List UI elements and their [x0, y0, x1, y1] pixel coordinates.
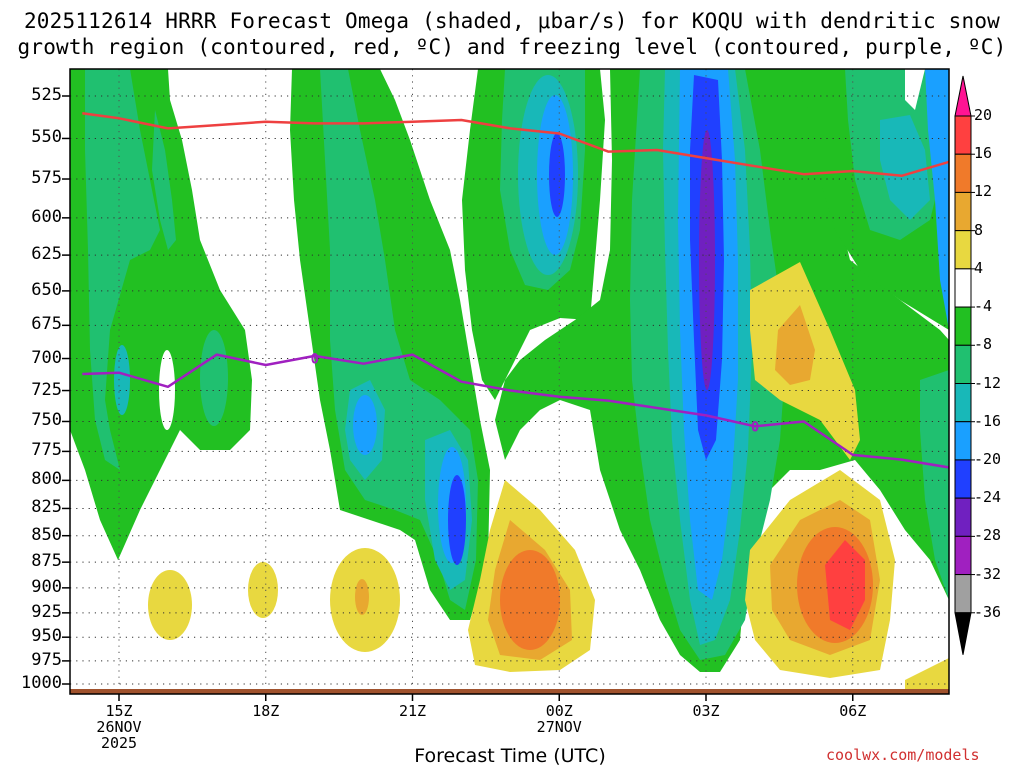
- omega-region-right-purple: [699, 130, 715, 390]
- omega-region-center-darkblue: [549, 133, 565, 217]
- colorbar-bin-10: [954, 459, 972, 499]
- x-tick-label-12: 03Z: [692, 702, 720, 720]
- y-tick-label-625: 625: [31, 244, 62, 265]
- colorbar-label-11: -28: [974, 526, 1002, 545]
- omega-region-pos-3-core: [355, 579, 369, 615]
- colorbar-label-3: 8: [974, 220, 984, 239]
- omega-region-pos-7: [905, 658, 949, 690]
- colorbar-label-5: -4: [974, 297, 993, 316]
- omega-region-left-cyan: [114, 345, 130, 415]
- x-axis-title: Forecast Time (UTC): [414, 745, 606, 767]
- x-tick-date-0: 26NOV: [96, 718, 142, 736]
- omega-region-pos-6-max: [825, 540, 865, 630]
- y-tick-label-1000: 1000: [21, 673, 62, 693]
- chart-title-line-1: 2025112614 HRRR Forecast Omega (shaded, …: [23, 9, 1001, 33]
- colorbar-bin-3: [954, 191, 972, 232]
- omega-region-left-teal: [85, 69, 160, 470]
- colorbar-bin-1: [954, 115, 972, 155]
- omega-region-mid-blue: [353, 395, 377, 455]
- y-tick-label-775: 775: [31, 440, 62, 461]
- y-tick-label-825: 825: [31, 497, 62, 518]
- x-tick-year-0: 2025: [100, 734, 138, 752]
- y-tick-label-875: 875: [31, 551, 62, 572]
- y-tick-label-525: 525: [31, 85, 62, 105]
- source-credit[interactable]: coolwx.com/models: [826, 746, 980, 764]
- freezing-level-label-1: 0: [751, 419, 759, 435]
- colorbar-label-12: -32: [974, 564, 1002, 583]
- contour-lines: 00: [82, 111, 949, 469]
- y-tick-label-750: 750: [31, 410, 62, 431]
- y-tick-label-600: 600: [31, 206, 62, 227]
- omega-shading: [70, 69, 949, 690]
- omega-region-far-right-gap: [905, 69, 925, 110]
- x-tick-label-15: 06Z: [839, 702, 867, 720]
- plot-frame: [69, 68, 950, 695]
- y-tick-label-725: 725: [31, 379, 62, 400]
- axis-ticks: [62, 95, 854, 701]
- colorbar-bin-11: [954, 497, 972, 537]
- colorbar-label-8: -16: [974, 411, 1002, 430]
- colorbar-label-6: -8: [974, 335, 993, 354]
- y-tick-label-900: 900: [31, 576, 62, 597]
- colorbar-bin-9: [954, 421, 972, 461]
- colorbar-top-triangle: [954, 75, 972, 117]
- omega-region-mid-darkblue: [448, 475, 466, 565]
- omega-region-left-gap: [159, 350, 175, 430]
- colorbar-bin-12: [954, 535, 972, 576]
- chart-title-line-2: growth region (contoured, red, ºC) and f…: [17, 35, 1007, 59]
- y-tick-label-700: 700: [31, 347, 62, 368]
- colorbar-label-13: -36: [974, 602, 1002, 621]
- y-tick-label-550: 550: [31, 127, 62, 148]
- y-tick-label-850: 850: [31, 524, 62, 545]
- colorbar-label-7: -12: [974, 373, 1002, 392]
- colorbar-label-9: -20: [974, 449, 1002, 468]
- colorbar-bin-5: [954, 268, 972, 308]
- x-tick-label-3: 18Z: [252, 702, 280, 720]
- omega-region-far-right-cyan: [880, 115, 930, 220]
- omega-region-pos-5-core: [775, 305, 815, 385]
- colorbar-bin-4: [954, 230, 972, 270]
- colorbar-bottom-triangle: [954, 612, 972, 655]
- y-tick-label-925: 925: [31, 601, 62, 622]
- grid-lines: [70, 69, 949, 694]
- omega-region-left-teal-b: [152, 110, 176, 250]
- freezing-level-label-0: 0: [311, 352, 319, 368]
- x-tick-date-9: 27NOV: [536, 718, 582, 736]
- colorbar-label-10: -24: [974, 488, 1002, 507]
- omega-region-far-right-teal-b: [920, 370, 949, 600]
- colorbar-label-1: 16: [974, 144, 993, 163]
- y-tick-label-675: 675: [31, 314, 62, 335]
- y-tick-label-575: 575: [31, 168, 62, 188]
- omega-region-pos-4-core: [500, 550, 560, 650]
- colorbar-bin-7: [954, 344, 972, 384]
- dgz-top-line: [82, 111, 949, 178]
- y-tick-label-650: 650: [31, 279, 62, 300]
- omega-region-pos-1: [148, 570, 192, 640]
- omega-region-left-teal-c: [200, 330, 228, 426]
- colorbar-bin-8: [954, 383, 972, 423]
- y-tick-label-950: 950: [31, 626, 62, 647]
- x-tick-label-6: 21Z: [398, 702, 427, 720]
- freezing-level-line: [82, 353, 949, 469]
- colorbar-label-2: 12: [974, 182, 993, 201]
- y-tick-label-975: 975: [31, 649, 62, 670]
- omega-region-far-right-blue: [925, 69, 949, 330]
- colorbar-bin-6: [954, 306, 972, 346]
- colorbar-bin-13: [954, 574, 972, 614]
- colorbar-label-4: 4: [974, 258, 984, 277]
- colorbar: [954, 75, 975, 655]
- x-tick-label-0: 15Z: [105, 702, 133, 720]
- terrain-ground: [70, 689, 949, 694]
- omega-region-pos-2: [248, 562, 278, 618]
- y-tick-label-800: 800: [31, 469, 62, 490]
- x-tick-label-9: 00Z: [545, 702, 573, 720]
- colorbar-label-0: 20: [974, 106, 993, 124]
- colorbar-bin-2: [954, 153, 972, 193]
